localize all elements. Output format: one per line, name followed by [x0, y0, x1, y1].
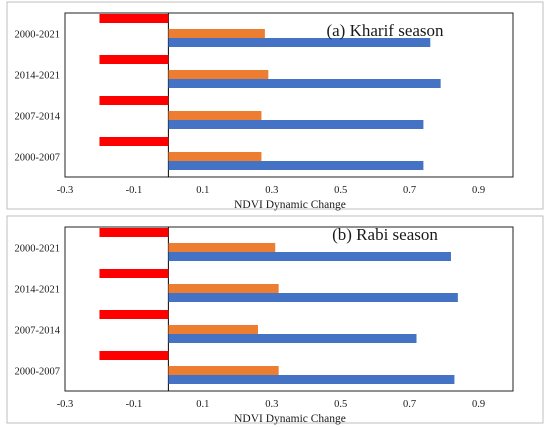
chart-frame [6, 1, 544, 210]
rabi-chart-panel: 2000-2021 2014-2021 2007-2014 2000-2007 -0.… [0, 214, 550, 427]
x-tick-label: 0.5 [334, 185, 347, 196]
plot-area-border [64, 12, 514, 178]
blue-bar [168, 293, 458, 302]
orange-bar [168, 152, 262, 161]
plot-area-border [64, 226, 514, 392]
category-label: 2007-2014 [15, 112, 61, 123]
x-axis-label: NDVI Dynamic Change [234, 199, 346, 211]
category-label: 2000-2021 [15, 30, 61, 41]
rabi-chart: 2000-2021 2014-2021 2007-2014 2000-2007 -0.… [6, 215, 544, 425]
orange-bar [168, 325, 258, 334]
chart-frame [6, 215, 544, 424]
kharif-chart: 2000-2021 2014-2021 2007-2014 2000-2007 -0.… [6, 1, 544, 211]
blue-bar [168, 375, 455, 384]
orange-bar [168, 366, 279, 375]
x-tick-label: 0.3 [265, 399, 278, 410]
blue-bar [168, 79, 441, 88]
blue-bar [168, 334, 417, 343]
x-tick-label: 0.5 [334, 399, 347, 410]
category-label: 2000-2007 [15, 153, 61, 164]
x-tick-label: 0.7 [403, 185, 416, 196]
red-bar [99, 310, 169, 319]
x-tick-label: 0.9 [472, 185, 485, 196]
red-bar [99, 269, 169, 278]
chart-title: (a) Kharif season [326, 21, 444, 40]
red-bar [99, 96, 169, 105]
x-tick-label: -0.3 [57, 185, 74, 196]
red-bar [99, 55, 169, 64]
orange-bar [168, 284, 279, 293]
x-tick-label: 0.1 [196, 399, 209, 410]
red-bar [99, 137, 169, 146]
category-label: 2000-2007 [15, 367, 61, 378]
x-tick-label: 0.9 [472, 399, 485, 410]
x-axis-label: NDVI Dynamic Change [234, 413, 346, 425]
blue-bar [168, 38, 431, 47]
red-bar [99, 351, 169, 360]
category-label: 2014-2021 [15, 71, 61, 82]
chart-title: (b) Rabi season [332, 225, 438, 244]
x-tick-label: 0.7 [403, 399, 416, 410]
category-label: 2014-2021 [15, 285, 61, 296]
kharif-chart-panel: 2000-2021 2014-2021 2007-2014 2000-2007 -0.… [0, 0, 550, 212]
blue-bar [168, 120, 424, 129]
x-tick-label: -0.1 [126, 185, 143, 196]
orange-bar [168, 111, 262, 120]
x-tick-label: 0.1 [196, 185, 209, 196]
red-bar [99, 14, 169, 23]
category-label: 2007-2014 [15, 326, 61, 337]
blue-bar [168, 161, 424, 170]
orange-bar [168, 243, 276, 252]
x-tick-label: -0.1 [126, 399, 143, 410]
category-label: 2000-2021 [15, 244, 61, 255]
blue-bar [168, 252, 451, 261]
orange-bar [168, 70, 269, 79]
red-bar [99, 228, 169, 237]
x-tick-label: 0.3 [265, 185, 278, 196]
x-tick-label: -0.3 [57, 399, 74, 410]
orange-bar [168, 29, 265, 38]
